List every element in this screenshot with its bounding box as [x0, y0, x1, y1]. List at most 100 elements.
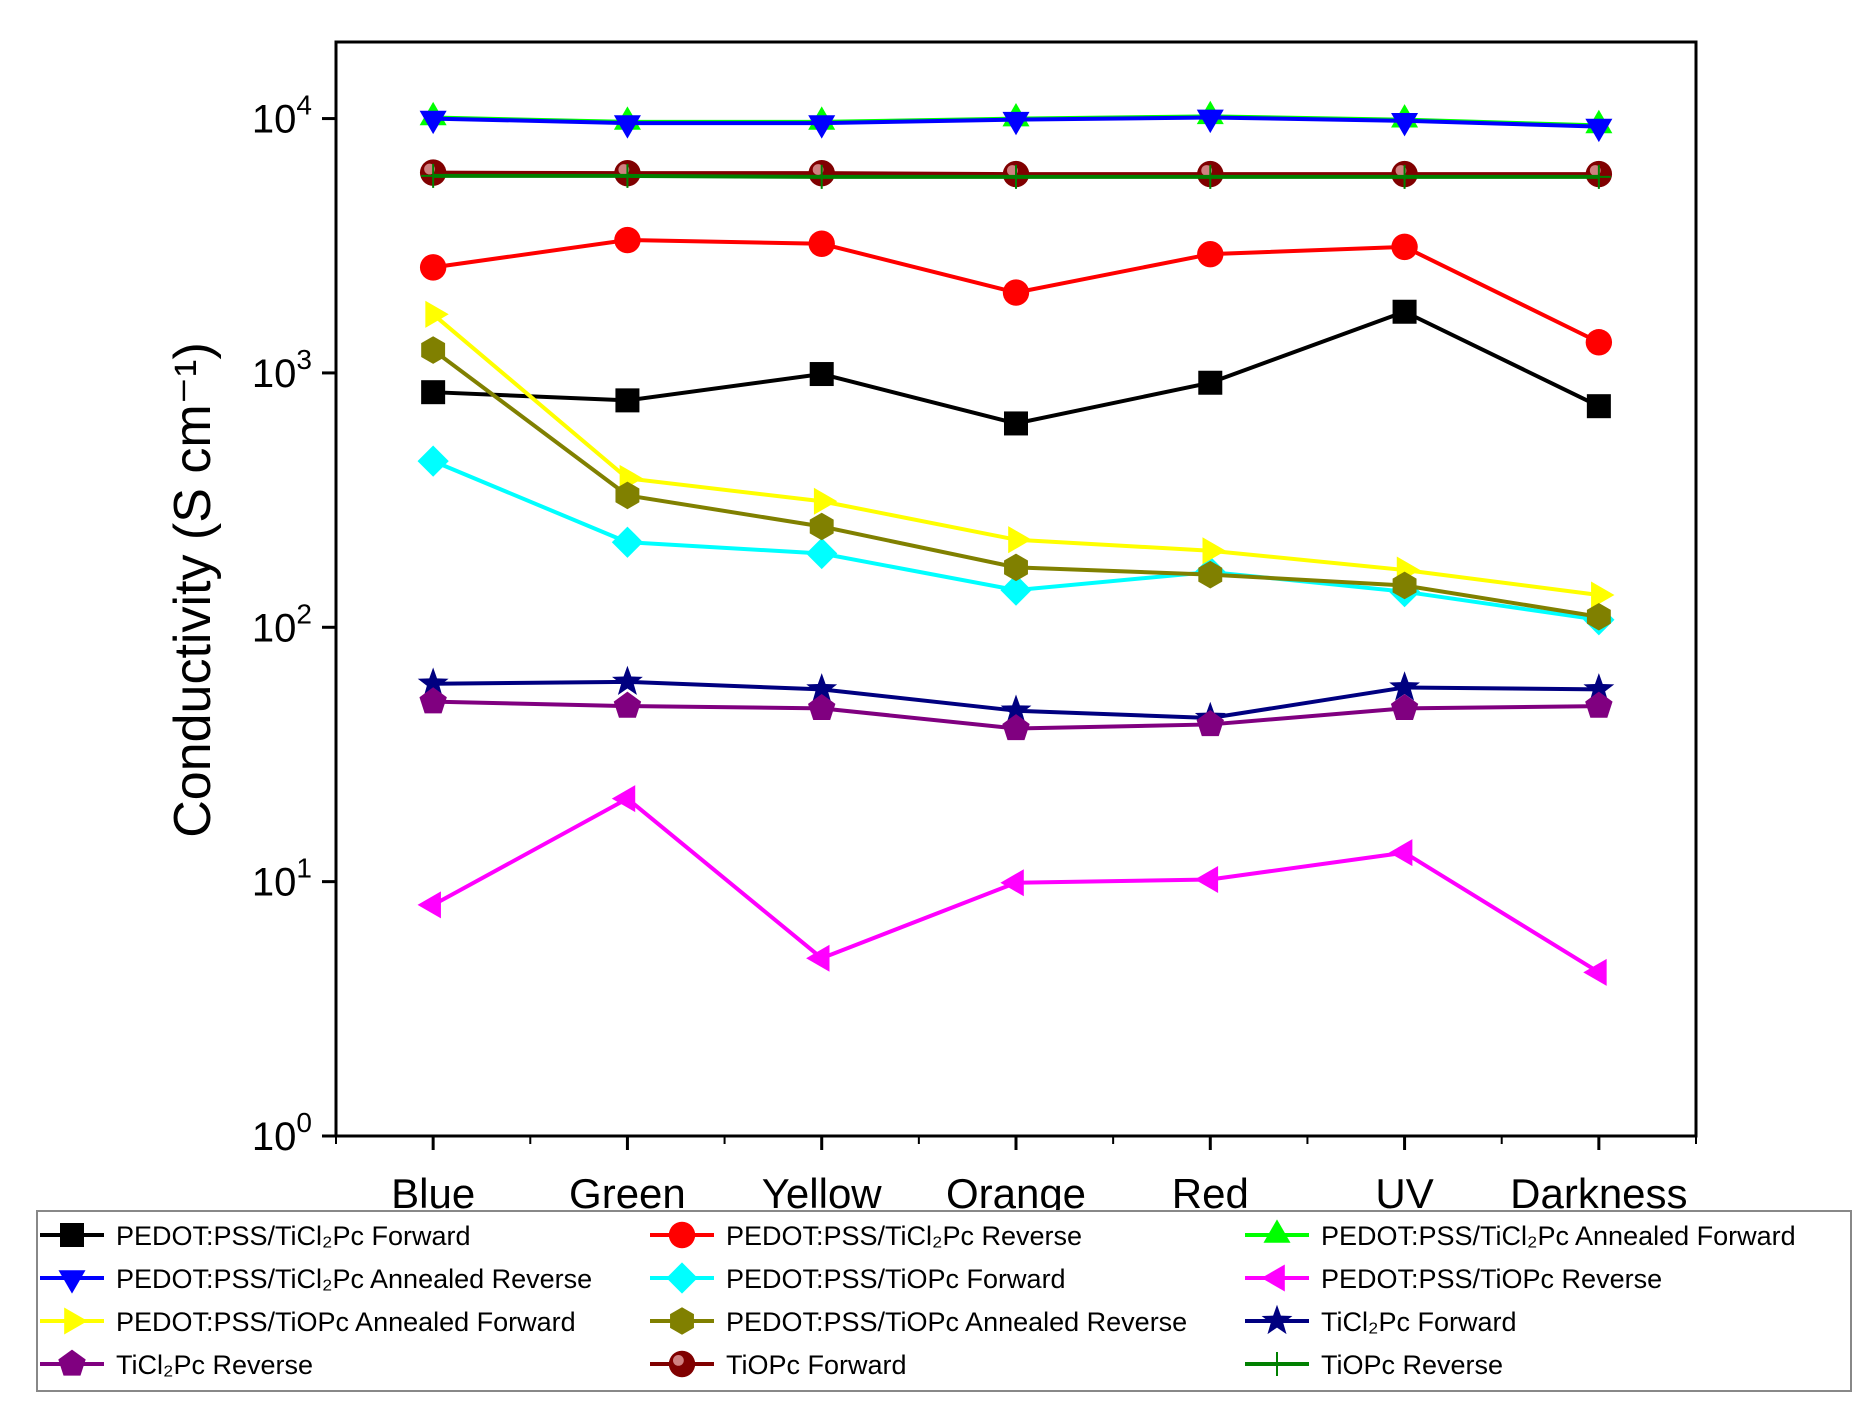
legend-item: PEDOT:PSS/TiCl₂Pc Annealed Reverse: [40, 1264, 592, 1294]
series-6-point: [1388, 839, 1413, 867]
series-4-point: [419, 110, 447, 135]
legend-marker: [1265, 1352, 1289, 1376]
series-7-point: [1202, 537, 1226, 565]
series-9-point: [1389, 671, 1420, 701]
series-1-line: [433, 309, 1600, 426]
legend-marker: [668, 1221, 696, 1249]
series-6-point: [1583, 958, 1607, 986]
series-6-point: [417, 891, 441, 919]
series-12: [421, 163, 1611, 189]
legend-label: PEDOT:PSS/TiCl₂Pc Reverse: [726, 1221, 1082, 1251]
series-2-point: [1391, 233, 1418, 261]
legend-item: TiCl₂Pc Forward: [1245, 1304, 1517, 1337]
series-8-point: [615, 481, 640, 510]
legend-item: PEDOT:PSS/TiOPc Reverse: [1245, 1264, 1662, 1294]
series-9-point: [612, 665, 643, 695]
legend-marker: [670, 1307, 694, 1335]
series-7-point: [813, 487, 838, 515]
series-8-point: [1198, 560, 1223, 589]
series-10-point: [1585, 691, 1613, 718]
legend-marker-highlight: [673, 1355, 684, 1366]
legend-marker: [58, 1349, 86, 1376]
series-layer: [417, 100, 1615, 986]
series-6-point: [1000, 869, 1024, 897]
axes-layer: Blue Green Yellow Orange Red UV Darkness 100 101…: [252, 90, 1697, 1217]
legend: PEDOT:PSS/TiCl₂Pc Forward PEDOT:PSS/TiCl₂…: [40, 1219, 1796, 1380]
series-2: [419, 226, 1613, 356]
x-tick-label: Orange: [946, 1170, 1086, 1217]
series-7-point: [1008, 526, 1032, 554]
x-tick-label: Green: [569, 1170, 686, 1217]
series-12-point: [615, 163, 640, 188]
series-1-point: [809, 362, 834, 387]
series-4-point: [1002, 111, 1030, 136]
series-5-point: [1000, 574, 1032, 606]
series-8-point: [421, 336, 446, 364]
series-1: [421, 299, 1611, 436]
legend-label: PEDOT:PSS/TiOPc Reverse: [1321, 1264, 1662, 1294]
legend-label: TiCl₂Pc Forward: [1321, 1307, 1517, 1337]
legend-marker: [666, 1262, 698, 1294]
legend-item: PEDOT:PSS/TiCl₂Pc Reverse: [650, 1221, 1082, 1251]
series-2-point: [1197, 240, 1224, 268]
series-6-point: [611, 785, 636, 813]
y-tick-label: 104: [252, 90, 312, 142]
legend-box: [36, 1210, 1852, 1392]
legend-marker: [1261, 1264, 1285, 1292]
series-4-point: [613, 115, 641, 139]
y-axis-label: Conductivity (S cm⁻¹): [164, 342, 222, 838]
series-9-point: [806, 673, 838, 703]
series-4-point: [1585, 118, 1613, 143]
series-9-point: [1000, 694, 1032, 724]
legend-marker: [64, 1307, 88, 1335]
series-12-point: [421, 163, 446, 188]
series-5-point: [611, 526, 644, 558]
series-2-point: [808, 230, 835, 257]
legend-item: TiOPc Forward: [650, 1350, 907, 1380]
legend-label: PEDOT:PSS/TiCl₂Pc Forward: [116, 1221, 471, 1251]
legend-marker: [1263, 1219, 1291, 1243]
series-10-point: [1196, 710, 1224, 737]
series-8: [421, 336, 1611, 631]
series-9-point: [1583, 673, 1615, 703]
series-10-point: [1390, 693, 1419, 721]
series-1-point: [1392, 299, 1417, 324]
series-5-point: [806, 537, 838, 570]
series-10-point: [613, 691, 642, 718]
legend-label: TiOPc Reverse: [1321, 1350, 1503, 1380]
series-4: [419, 109, 1613, 143]
series-2-point: [1585, 329, 1613, 356]
series-12-point: [1392, 164, 1417, 189]
legend-label: TiCl₂Pc Reverse: [116, 1350, 313, 1380]
series-10-point: [419, 687, 447, 714]
legend-label: PEDOT:PSS/TiOPc Annealed Forward: [116, 1307, 576, 1337]
legend-item: PEDOT:PSS/TiCl₂Pc Forward: [40, 1221, 471, 1251]
series-2-point: [614, 226, 641, 254]
series-5-point: [417, 445, 449, 477]
series-1-point: [615, 388, 640, 413]
y-tick-label: 102: [252, 598, 312, 650]
legend-item: PEDOT:PSS/TiCl₂Pc Annealed Forward: [1245, 1219, 1796, 1251]
legend-item: PEDOT:PSS/TiOPc Annealed Forward: [40, 1307, 576, 1337]
x-tick-label: Yellow: [762, 1170, 883, 1217]
series-2-point: [1002, 279, 1030, 306]
legend-item: TiCl₂Pc Reverse: [40, 1349, 313, 1380]
series-1-point: [1004, 411, 1028, 436]
legend-label: PEDOT:PSS/TiOPc Annealed Reverse: [726, 1307, 1187, 1337]
series-8-point: [1392, 571, 1417, 600]
series-4-point: [1196, 109, 1224, 134]
y-tick-label: 101: [252, 853, 312, 905]
series-9-point: [417, 667, 449, 697]
series-12-point: [1198, 164, 1223, 189]
series-4-point: [1391, 113, 1419, 137]
series-1-point: [421, 380, 446, 405]
series-6-point: [1194, 865, 1219, 893]
x-tick-label: Blue: [391, 1170, 475, 1217]
series-12-point: [1004, 164, 1028, 189]
legend-label: PEDOT:PSS/TiCl₂Pc Annealed Reverse: [116, 1264, 592, 1294]
series-10-point: [1002, 714, 1030, 741]
x-tick-label: Red: [1172, 1170, 1249, 1217]
series-8-point: [1586, 602, 1611, 631]
x-tick-label: UV: [1375, 1170, 1433, 1217]
series-7-point: [1591, 581, 1615, 609]
